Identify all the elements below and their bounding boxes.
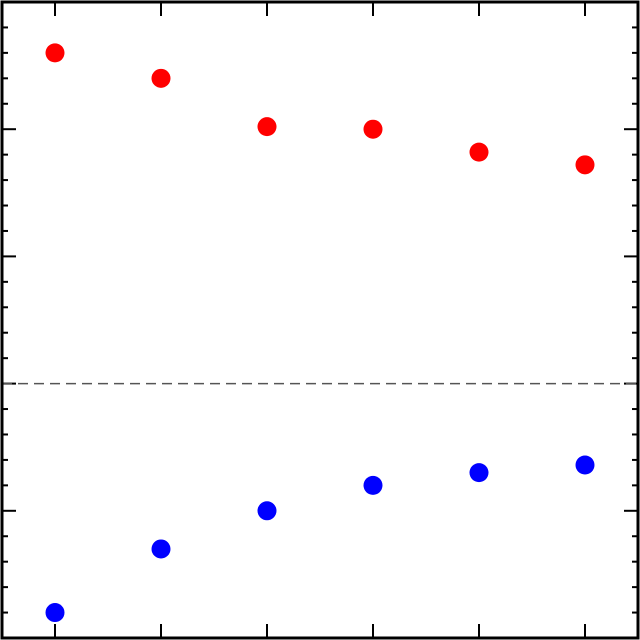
series-2-point [257, 501, 277, 521]
series-2-point [575, 455, 595, 475]
series-2-point [45, 603, 65, 623]
series-2-point [363, 475, 383, 495]
series-1-point [363, 119, 383, 139]
series-1-point [257, 117, 277, 137]
series-2-point [469, 463, 489, 483]
series-1-point [575, 155, 595, 175]
series-1-point [469, 142, 489, 162]
data-points [45, 43, 595, 623]
series-2-point [151, 539, 171, 559]
series-1-point [45, 43, 65, 63]
series-1-point [151, 68, 171, 88]
